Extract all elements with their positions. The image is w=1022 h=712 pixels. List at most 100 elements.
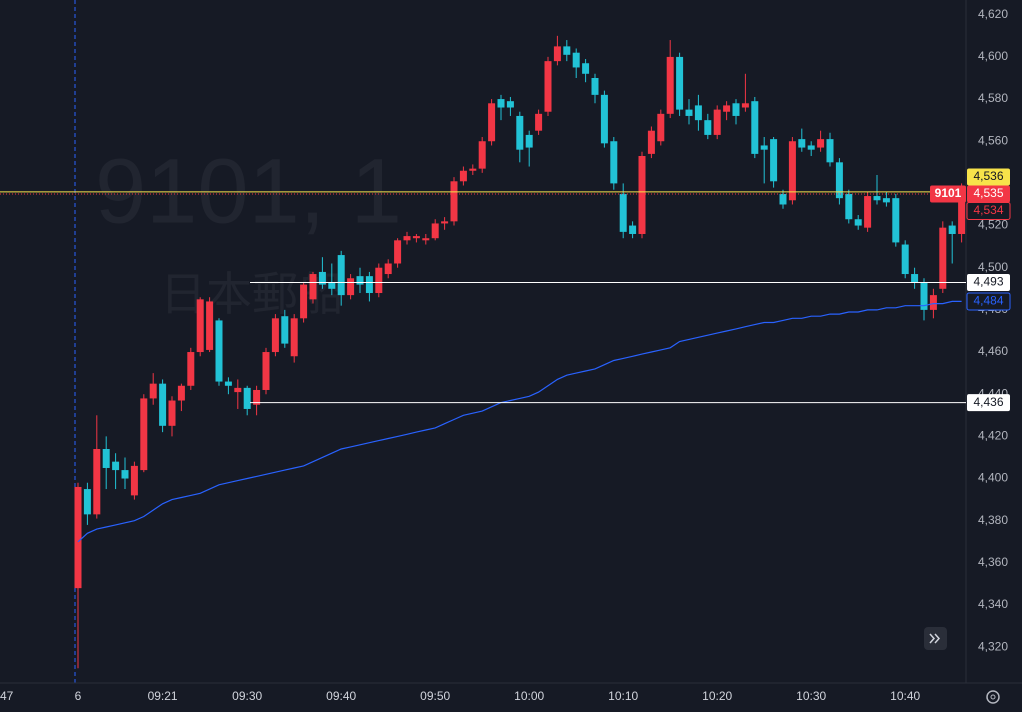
candle-body <box>704 120 712 135</box>
candle-body <box>177 385 185 401</box>
candle-body <box>619 193 627 232</box>
candle-body <box>882 198 890 203</box>
candle-body <box>873 196 881 201</box>
candle-body <box>629 225 637 234</box>
candle-body <box>459 170 467 182</box>
candle-body <box>741 103 749 108</box>
candle-body <box>694 105 702 121</box>
prev-price-label: 4,534 <box>973 203 1003 217</box>
candle-body <box>506 101 514 108</box>
y-tick-label: 4,560 <box>978 133 1008 147</box>
y-tick-label: 4,520 <box>978 218 1008 232</box>
price-line-label-box <box>967 394 1010 412</box>
candle-body <box>572 52 580 68</box>
candle-body <box>845 193 853 220</box>
prev-price-label-box <box>966 201 1011 220</box>
candle-body <box>403 236 411 241</box>
scroll-button-bg[interactable] <box>924 627 947 650</box>
candle-body <box>140 398 148 471</box>
x-tick-label: 09:50 <box>420 689 450 703</box>
candle-body <box>751 101 759 154</box>
candle-body <box>394 240 402 264</box>
y-tick-label: 4,460 <box>978 344 1008 358</box>
candle-body <box>356 276 364 285</box>
candle-body <box>83 489 91 515</box>
candle-body <box>948 225 956 234</box>
x-tick-label: 10:30 <box>796 689 826 703</box>
candle-body <box>300 284 308 319</box>
last-price-label-box <box>967 185 1010 203</box>
y-tick-label: 4,360 <box>978 555 1008 569</box>
candle-body <box>337 255 345 296</box>
scroll-button[interactable] <box>924 627 947 650</box>
y-tick-label: 4,420 <box>978 429 1008 443</box>
candle-body <box>271 318 279 353</box>
candle-body <box>657 113 665 142</box>
candle-body <box>318 271 326 285</box>
candle-body <box>770 139 778 182</box>
candle-body <box>929 295 937 310</box>
candles <box>74 35 966 669</box>
candle-body <box>234 387 242 393</box>
candle-body <box>497 99 505 108</box>
candle-body <box>74 486 82 589</box>
y-tick-label: 4,320 <box>978 639 1008 653</box>
candle-body <box>835 162 843 199</box>
candle-body <box>864 196 872 228</box>
candle-body <box>826 139 834 163</box>
settings-button[interactable] <box>986 690 1000 704</box>
y-tick-label: 4,340 <box>978 597 1008 611</box>
price-line-label: 4,436 <box>973 395 1003 409</box>
candle-body <box>488 103 496 142</box>
price-line-label-box <box>967 168 1010 186</box>
candle-body <box>544 61 552 112</box>
candle-body <box>713 109 721 135</box>
candle-body <box>723 105 731 112</box>
candle-body <box>130 465 138 496</box>
y-tick-label: 4,500 <box>978 260 1008 274</box>
candle-body <box>760 145 768 150</box>
candle-body <box>892 198 900 243</box>
candle-body <box>535 113 543 131</box>
candle-body <box>206 301 214 350</box>
x-edge-label: 47 <box>0 689 14 703</box>
candle-body <box>196 299 204 353</box>
watermark-symbol: 9101, 1 <box>95 140 402 242</box>
candle-body <box>638 155 646 234</box>
scroll-icon[interactable] <box>929 633 941 644</box>
x-tick-label: 10:20 <box>702 689 732 703</box>
x-tick-label: 10:00 <box>514 689 544 703</box>
candle-body <box>224 381 232 386</box>
candle-body <box>187 352 195 386</box>
candle-body <box>281 316 289 344</box>
candle-body <box>159 383 167 426</box>
candle-body <box>854 219 862 226</box>
candle-body <box>450 181 458 222</box>
candle-body <box>422 238 430 241</box>
candle-body <box>732 103 740 116</box>
y-tick-label: 4,620 <box>978 7 1008 21</box>
candle-body <box>647 130 655 154</box>
candle-body <box>591 77 599 95</box>
y-tick-label: 4,400 <box>978 471 1008 485</box>
candle-body <box>553 46 561 62</box>
last-price-label: 4,535 <box>973 186 1003 200</box>
candle-body <box>262 352 270 390</box>
candle-body <box>920 282 928 310</box>
candle-body <box>817 139 825 148</box>
candle-body <box>525 134 533 148</box>
symbol-tag: 9101 <box>935 186 962 200</box>
gear-icon[interactable] <box>986 690 1000 704</box>
candle-body <box>798 139 806 148</box>
candle-body <box>685 109 693 116</box>
x-tick-label: 09:30 <box>232 689 262 703</box>
candle-body <box>309 274 317 300</box>
candle-body <box>365 276 373 294</box>
candle-body <box>610 141 618 184</box>
candle-body <box>676 56 684 110</box>
candle-body <box>807 145 815 150</box>
gear-center[interactable] <box>990 694 996 700</box>
candle-body <box>563 46 571 55</box>
